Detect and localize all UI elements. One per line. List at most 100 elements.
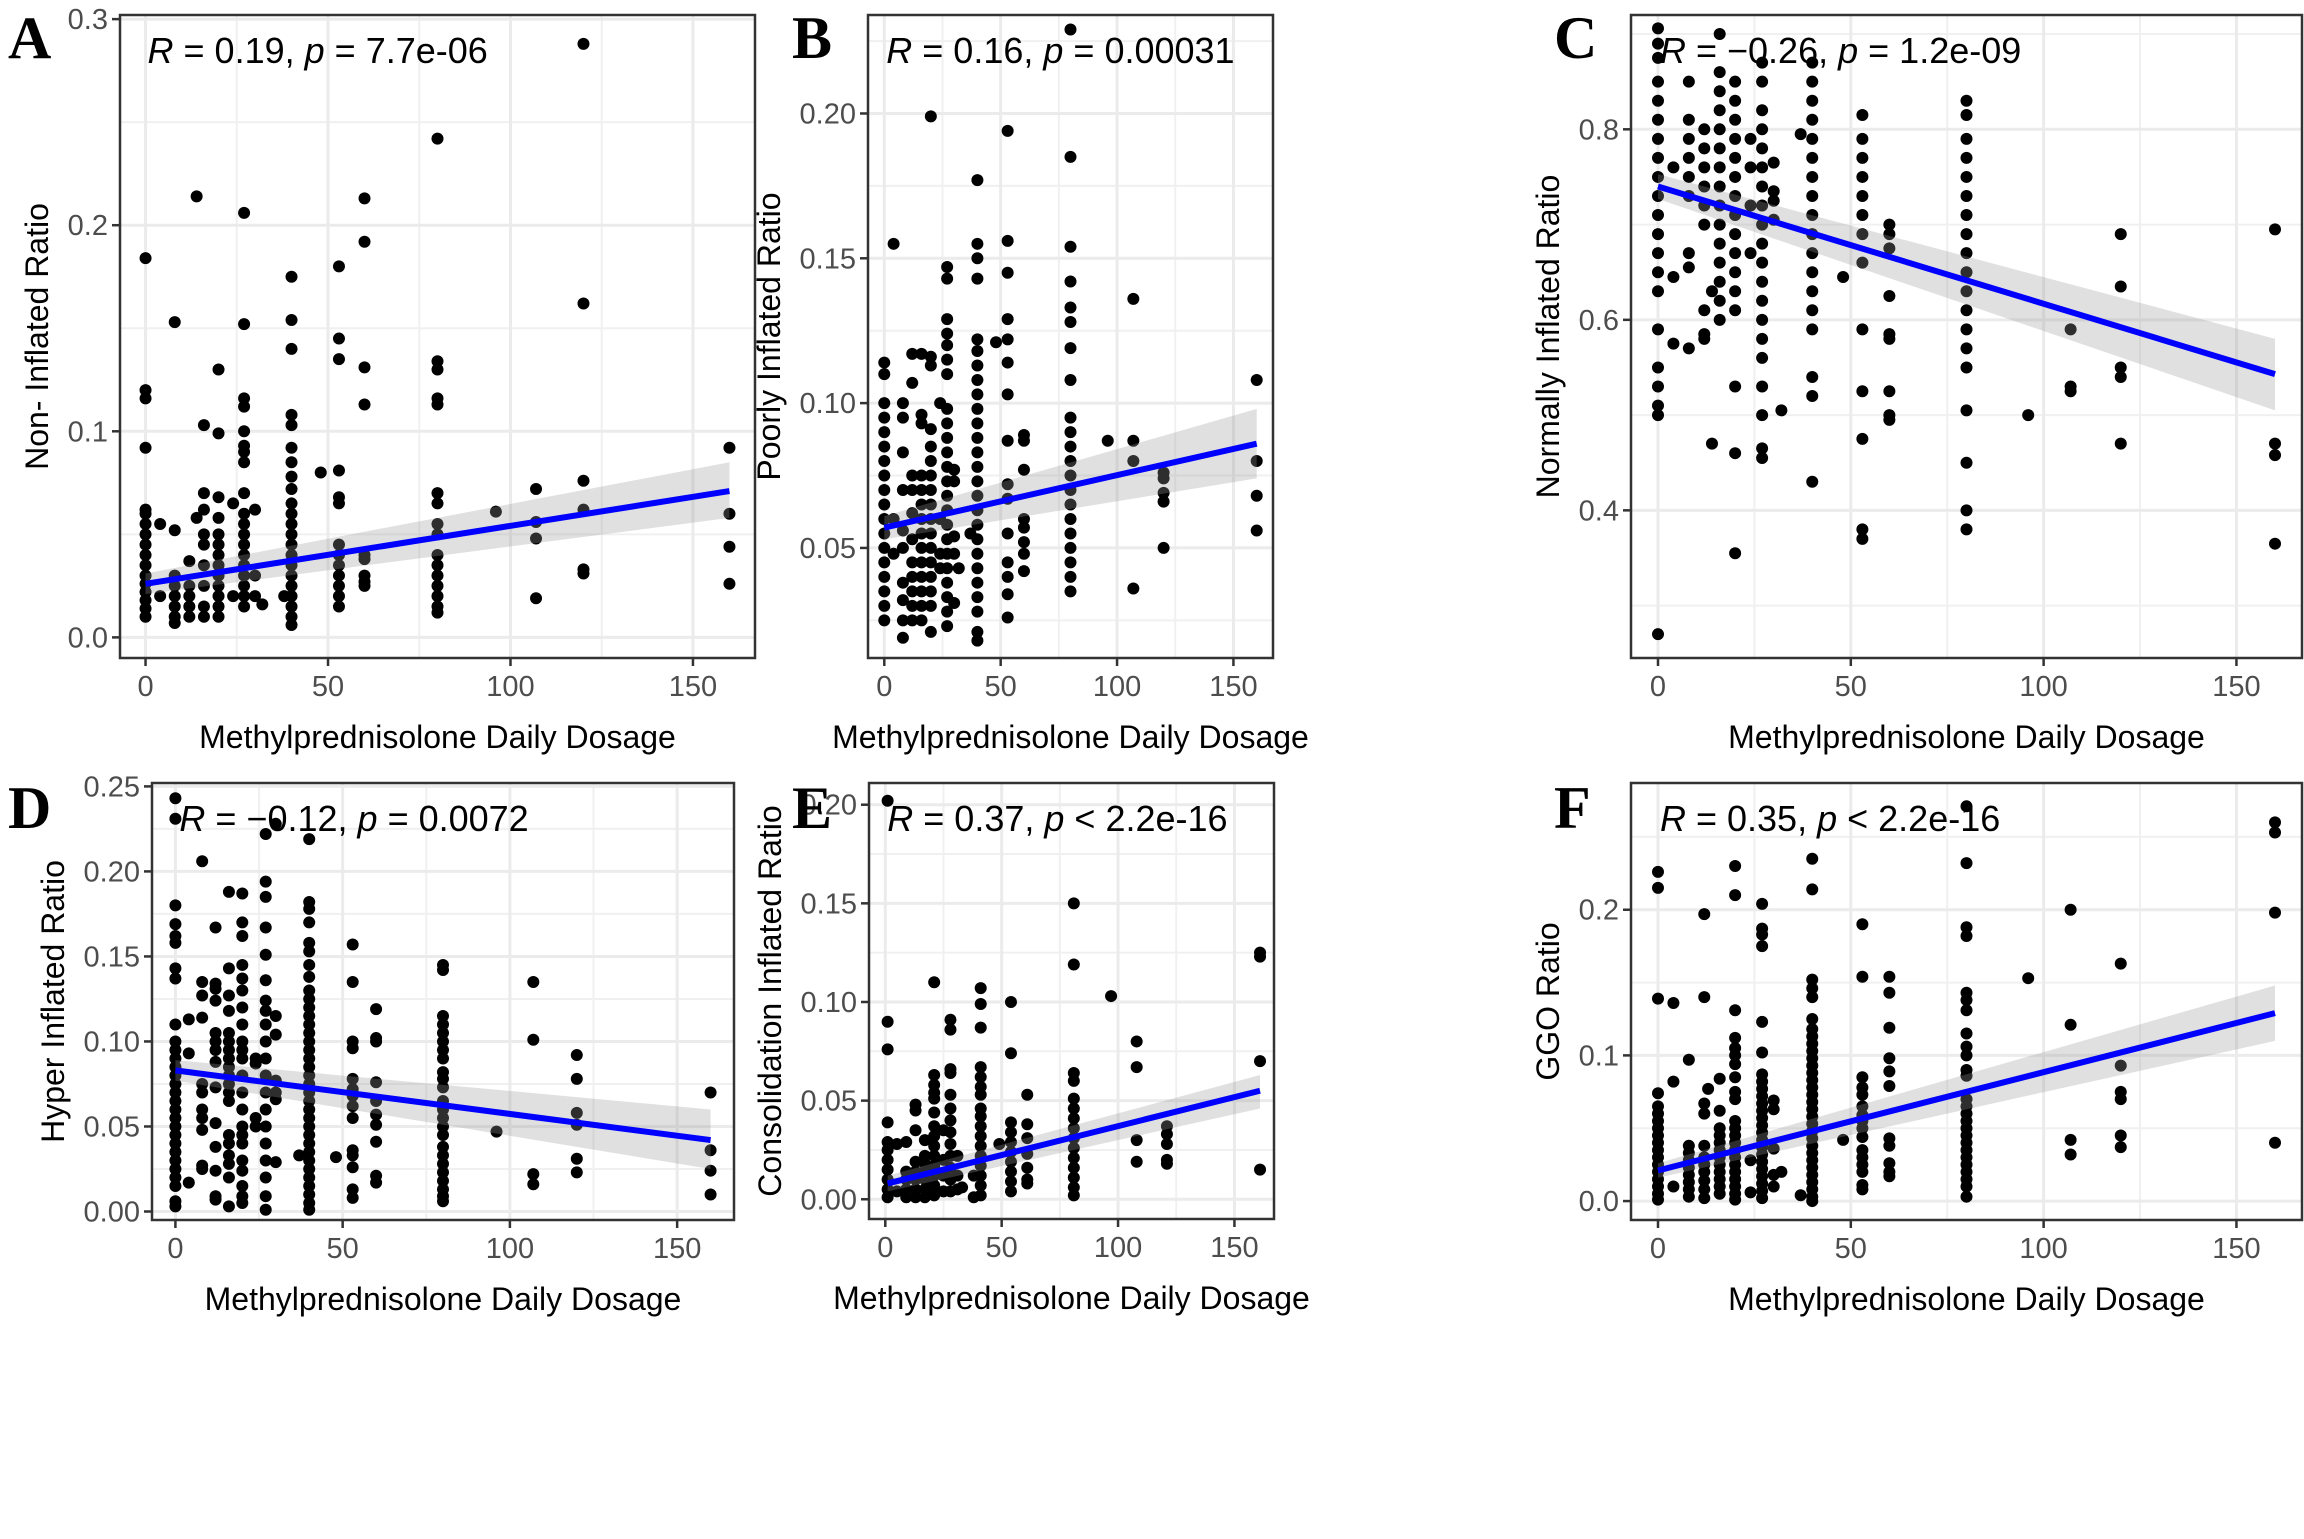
x-tick-label: 0 xyxy=(1650,671,1666,703)
annotation-p-value: = 0.00031 xyxy=(1063,30,1234,71)
data-point xyxy=(249,503,262,516)
data-point xyxy=(896,631,909,644)
data-point xyxy=(1682,1053,1695,1066)
data-point xyxy=(303,1120,316,1133)
data-point xyxy=(1713,256,1726,269)
data-point xyxy=(1960,1069,1973,1082)
data-point xyxy=(1756,1192,1769,1205)
data-point xyxy=(209,1081,222,1094)
data-point xyxy=(1856,151,1869,164)
x-tick-label: 100 xyxy=(486,671,534,703)
data-point xyxy=(285,538,298,551)
data-point xyxy=(259,1069,272,1082)
data-point xyxy=(1856,1165,1869,1178)
data-point xyxy=(1856,132,1869,145)
data-point xyxy=(259,1154,272,1167)
data-point xyxy=(971,402,984,415)
data-point xyxy=(974,1140,987,1153)
data-point xyxy=(1713,85,1726,98)
data-point xyxy=(285,579,298,592)
data-point xyxy=(1698,123,1711,136)
data-point xyxy=(924,570,937,583)
data-point xyxy=(1130,1134,1143,1147)
data-point xyxy=(1729,447,1742,460)
data-point xyxy=(928,1092,941,1105)
data-point xyxy=(222,1026,235,1039)
data-point xyxy=(887,547,900,560)
data-point xyxy=(139,518,152,531)
data-point xyxy=(1651,22,1664,35)
data-point xyxy=(924,484,937,497)
data-point xyxy=(437,1157,449,1170)
data-point xyxy=(139,507,152,520)
data-point xyxy=(346,1149,359,1162)
data-point xyxy=(1001,333,1014,346)
data-point xyxy=(1756,380,1769,393)
data-point xyxy=(1883,413,1896,426)
panel-letter-a: A xyxy=(8,5,52,71)
data-point xyxy=(222,989,235,1002)
data-point xyxy=(1130,1035,1143,1048)
data-point xyxy=(1064,570,1077,583)
data-point xyxy=(878,512,891,525)
data-point xyxy=(437,964,449,977)
regression-line xyxy=(1657,1010,2276,1174)
data-point xyxy=(1729,889,1742,902)
data-point xyxy=(431,132,444,145)
data-point xyxy=(259,828,272,841)
data-point xyxy=(212,363,225,376)
data-point xyxy=(183,555,196,568)
data-point xyxy=(182,1013,195,1026)
data-point xyxy=(139,602,152,615)
data-point xyxy=(1729,1058,1742,1071)
data-point xyxy=(1806,266,1819,279)
plot-border xyxy=(866,13,1275,660)
data-point xyxy=(1698,1165,1711,1178)
data-point xyxy=(238,590,251,603)
data-point xyxy=(1064,426,1077,439)
data-point xyxy=(1856,970,1869,983)
data-point xyxy=(285,518,298,531)
data-point xyxy=(169,1200,182,1213)
data-point xyxy=(437,1128,449,1141)
data-point xyxy=(1004,995,1017,1008)
data-point xyxy=(1775,1165,1788,1178)
data-point xyxy=(169,792,182,805)
data-point xyxy=(1744,1154,1757,1167)
annotation-p-value: = 1.2e-09 xyxy=(1858,30,2021,71)
data-point xyxy=(1856,1071,1869,1084)
data-point xyxy=(1713,180,1726,193)
annotation-p-symbol: p xyxy=(1043,798,1064,839)
y-tick-label: 0.15 xyxy=(84,941,140,973)
data-point xyxy=(236,972,249,985)
data-point xyxy=(878,469,891,482)
data-point xyxy=(346,975,359,988)
data-point xyxy=(1651,628,1664,641)
data-point xyxy=(1067,897,1080,910)
x-tick-label: 100 xyxy=(2019,1233,2067,1265)
data-point xyxy=(948,547,961,560)
data-point xyxy=(238,600,251,613)
data-point xyxy=(197,610,210,623)
annotation-p-value: = 0.0072 xyxy=(378,798,529,839)
data-point xyxy=(1806,189,1819,202)
data-point xyxy=(928,1140,941,1153)
annotation-r-symbol: R xyxy=(886,30,912,71)
y-tick-label: 0.20 xyxy=(801,790,857,822)
data-point xyxy=(1651,323,1664,336)
data-point xyxy=(238,579,251,592)
data-point xyxy=(1806,991,1819,1004)
data-point xyxy=(346,1191,359,1204)
data-point xyxy=(1698,1183,1711,1196)
data-point xyxy=(971,605,984,618)
data-point xyxy=(303,1203,316,1216)
data-point xyxy=(227,497,240,510)
data-point xyxy=(431,487,444,500)
data-point xyxy=(332,497,345,510)
data-point xyxy=(2114,437,2127,450)
data-point xyxy=(169,812,182,825)
data-point xyxy=(303,958,316,971)
data-point xyxy=(169,1128,182,1141)
data-point xyxy=(303,970,316,983)
data-point xyxy=(878,397,891,410)
